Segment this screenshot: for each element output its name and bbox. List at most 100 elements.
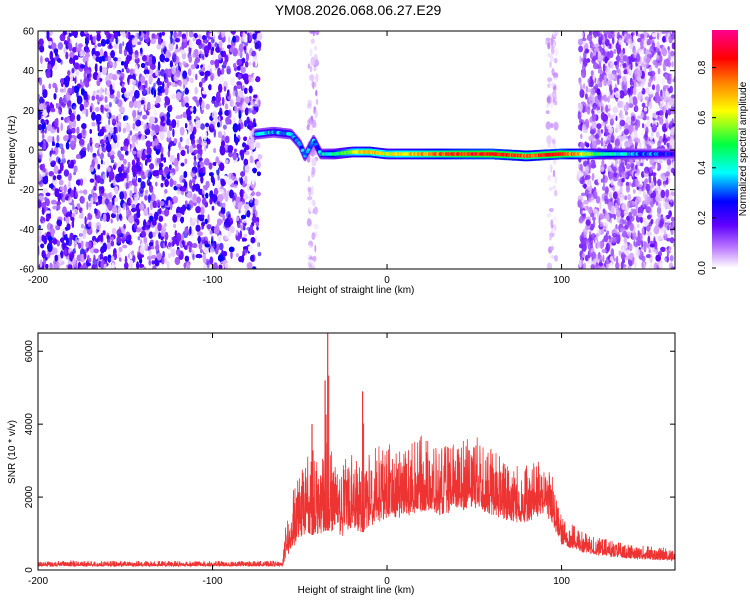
noise-cell: [87, 143, 90, 152]
noise-cell: [173, 31, 178, 39]
noise-cell: [226, 65, 231, 74]
noise-cell: [151, 123, 156, 131]
noise-cell: [67, 35, 71, 44]
noise-cell: [101, 163, 107, 169]
noise-cell: [230, 250, 233, 260]
noise-cell: [102, 161, 106, 165]
noise-cell: [221, 128, 225, 135]
noise-cell: [89, 144, 93, 153]
noise-cell: [60, 116, 64, 121]
noise-cell: [239, 230, 242, 240]
noise-cell: [222, 124, 227, 130]
noise-cell: [60, 147, 65, 155]
noise-cell: [77, 163, 81, 173]
noise-cell: [247, 183, 251, 193]
noise-cell: [255, 142, 261, 149]
noise-cell: [116, 213, 120, 222]
noise-cell: [217, 67, 221, 77]
noise-cell: [122, 244, 128, 249]
noise-cell: [140, 121, 144, 126]
noise-cell: [223, 86, 227, 92]
noise-cell: [249, 155, 254, 164]
noise-cell: [137, 41, 142, 45]
noise-cell: [142, 114, 148, 120]
noise-cell: [200, 123, 205, 130]
noise-cell: [63, 216, 66, 222]
noise-cell: [72, 248, 77, 254]
noise-cell: [83, 189, 88, 195]
noise-cell: [118, 246, 123, 253]
noise-cell: [121, 261, 125, 269]
noise-cell: [113, 57, 118, 62]
noise-cell: [123, 164, 127, 171]
noise-cell: [170, 35, 173, 44]
noise-cell: [110, 159, 115, 163]
noise-cell: [174, 105, 178, 113]
noise-cell: [199, 161, 205, 168]
noise-cell: [73, 171, 77, 176]
noise-cell: [192, 253, 195, 261]
noise-cell: [151, 103, 155, 110]
noise-cell: [213, 101, 219, 108]
noise-cell: [217, 174, 220, 181]
noise-cell: [214, 42, 218, 48]
noise-cell: [75, 70, 80, 76]
noise-cell: [151, 260, 155, 265]
noise-cell: [85, 108, 89, 118]
noise-cell: [108, 118, 111, 126]
noise-cell: [172, 128, 175, 138]
noise-cell: [53, 260, 56, 265]
noise-cell: [198, 157, 203, 162]
noise-cell: [78, 190, 84, 194]
noise-cell: [225, 242, 230, 251]
noise-cell: [148, 259, 152, 266]
noise-cell: [209, 230, 213, 235]
chart-title: YM08.2026.068.06.27.E29: [274, 2, 442, 18]
noise-cell: [71, 68, 75, 74]
noise-cell: [63, 85, 67, 94]
noise-cell: [46, 222, 53, 231]
noise-cell: [61, 103, 66, 108]
noise-cell: [179, 126, 185, 136]
noise-cell: [183, 96, 189, 104]
noise-cell: [112, 96, 117, 103]
noise-cell: [196, 139, 199, 144]
noise-cell: [189, 77, 194, 84]
noise-cell: [68, 32, 72, 37]
noise-cell: [168, 42, 174, 52]
noise-cell: [184, 145, 190, 150]
noise-cell: [197, 34, 202, 40]
noise-cell: [45, 198, 50, 207]
noise-cell: [235, 253, 239, 258]
noise-cell: [38, 224, 41, 230]
noise-cell: [167, 253, 172, 259]
noise-cell: [139, 190, 144, 198]
noise-cell: [121, 68, 125, 73]
noise-cell: [117, 142, 121, 151]
noise-cell: [73, 165, 78, 173]
noise-cell: [60, 122, 63, 132]
noise-cell: [105, 38, 110, 45]
noise-cell: [123, 48, 128, 57]
noise-cell: [209, 256, 214, 265]
noise-cell: [219, 242, 224, 251]
noise-cell: [158, 71, 161, 77]
noise-cell: [179, 146, 185, 152]
noise-cell: [63, 169, 70, 177]
noise-cell: [65, 215, 70, 225]
noise-cell: [51, 147, 54, 153]
noise-cell: [129, 90, 134, 98]
noise-cell: [236, 65, 241, 71]
noise-cell: [117, 99, 123, 108]
noise-cell: [228, 36, 231, 44]
noise-cell: [132, 84, 135, 93]
noise-cell: [148, 74, 153, 84]
noise-cell: [254, 235, 258, 244]
noise-cell: [213, 128, 216, 138]
noise-cell: [122, 41, 125, 47]
noise-cell: [200, 236, 206, 245]
noise-cell: [117, 56, 122, 63]
noise-cell: [102, 173, 107, 181]
